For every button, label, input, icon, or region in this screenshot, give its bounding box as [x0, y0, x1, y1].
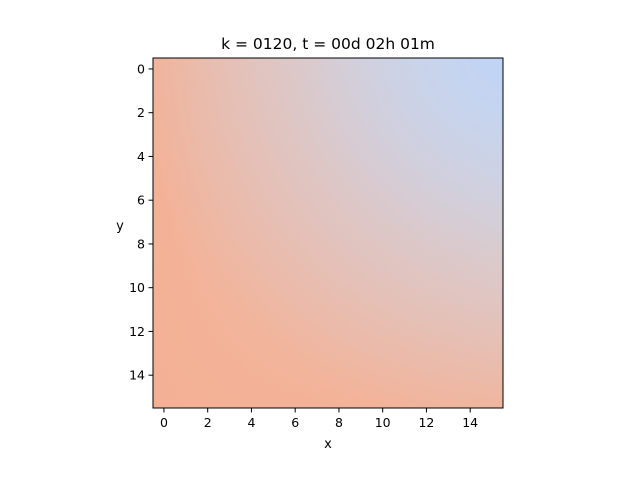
y-tick-label: 12 [129, 324, 145, 339]
y-axis-ticks: 0 2 4 6 8 10 12 14 [129, 61, 153, 383]
y-tick-label: 8 [137, 236, 145, 251]
x-tick-label: 10 [375, 415, 391, 430]
y-tick-label: 14 [129, 368, 145, 383]
x-tick-label: 14 [462, 415, 478, 430]
y-tick-label: 10 [129, 280, 145, 295]
heatmap-plot-area [152, 57, 504, 409]
x-axis-label: x [324, 437, 332, 452]
heatmap-field-cool-region [153, 58, 503, 408]
y-axis-label: y [116, 219, 124, 234]
x-tick-label: 4 [247, 415, 255, 430]
x-axis-ticks: 0 2 4 6 8 10 12 14 [160, 408, 478, 430]
plot-frame [152, 57, 504, 409]
y-tick-label: 6 [137, 193, 145, 208]
y-tick-label: 0 [137, 61, 145, 76]
chart-title: k = 0120, t = 00d 02h 01m [221, 35, 435, 53]
x-tick-label: 8 [335, 415, 343, 430]
y-tick-label: 2 [137, 105, 145, 120]
x-tick-label: 6 [291, 415, 299, 430]
y-tick-label: 4 [137, 149, 145, 164]
x-tick-label: 2 [204, 415, 212, 430]
x-tick-label: 0 [160, 415, 168, 430]
x-tick-label: 12 [418, 415, 434, 430]
